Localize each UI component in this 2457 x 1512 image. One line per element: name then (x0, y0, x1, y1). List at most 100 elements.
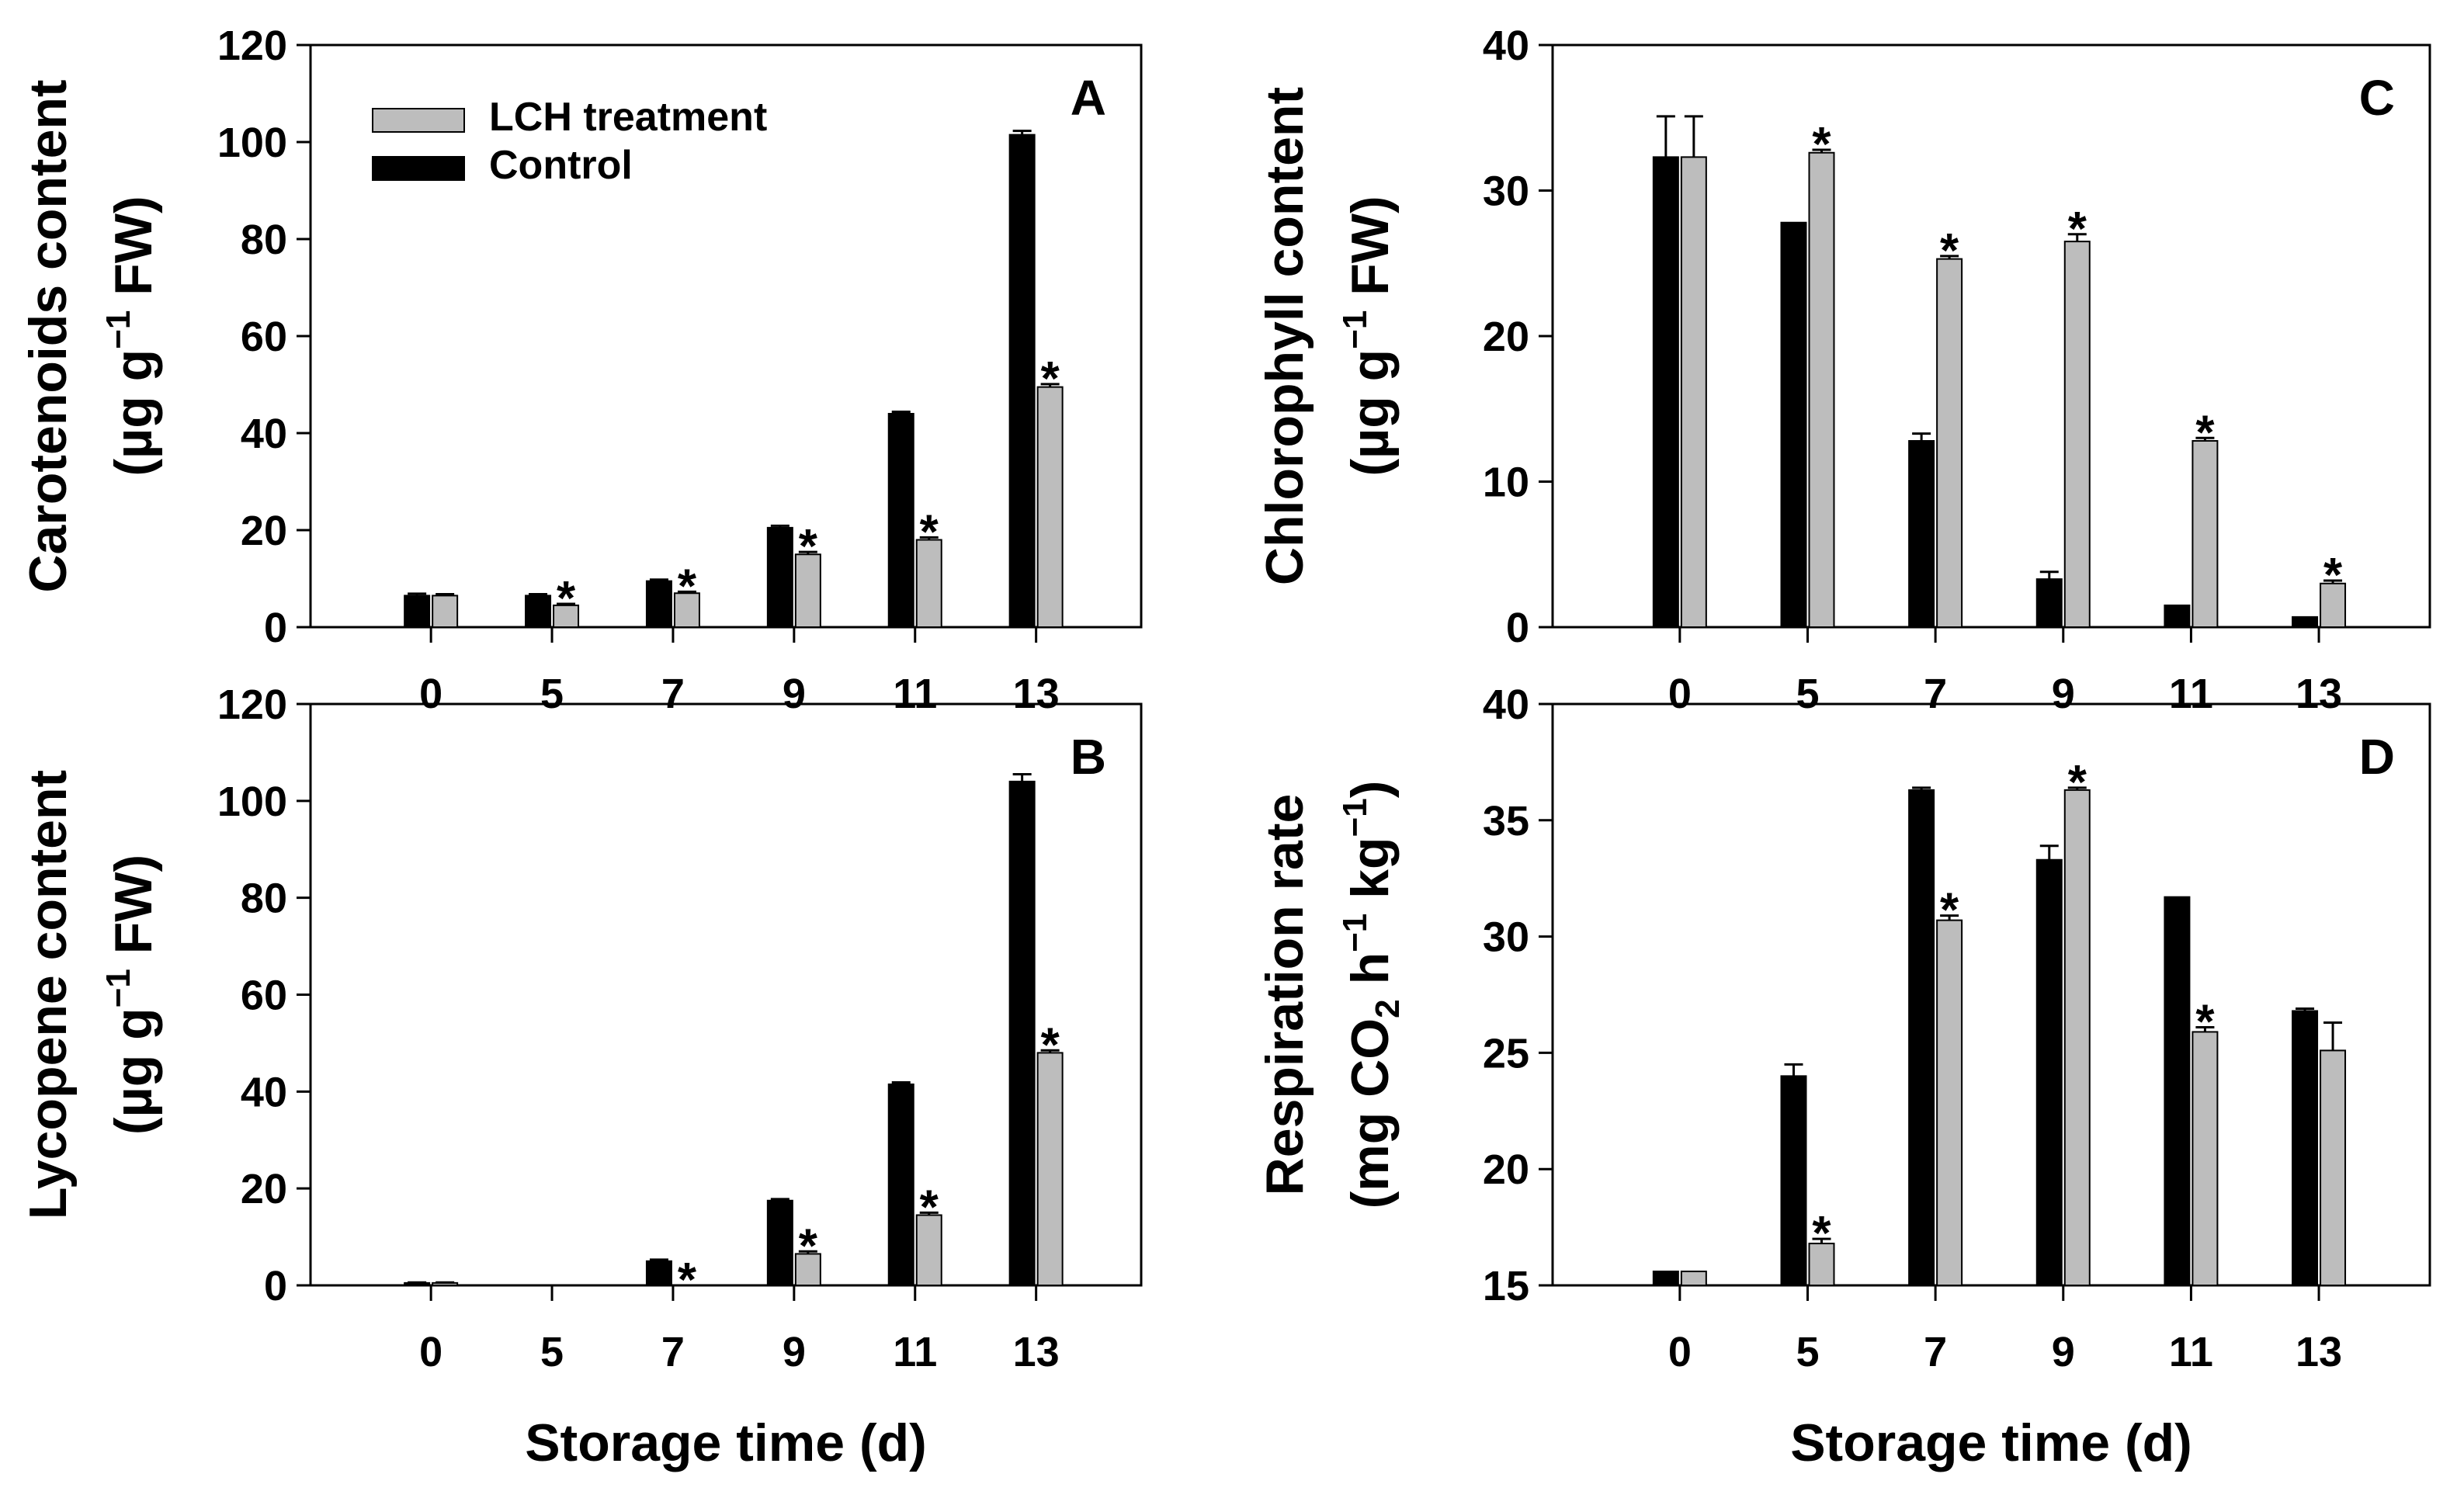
bar-control-13 (1008, 780, 1036, 1286)
y-tick-label: 60 (241, 973, 287, 1019)
significance-marker: * (557, 572, 576, 626)
bar-control-9 (766, 1199, 793, 1287)
significance-marker: * (1940, 224, 1959, 278)
y-axis-unit: (mg CO2 h−1 kg−1) (1336, 781, 1407, 1209)
bar-control-0 (404, 595, 431, 628)
y-tick-label: 20 (241, 508, 287, 554)
bar-control-5 (525, 595, 552, 628)
y-tick-label: 30 (1483, 168, 1529, 215)
bar-lch-9 (2063, 789, 2091, 1286)
y-tick-label: 0 (264, 605, 287, 651)
significance-marker: * (2195, 406, 2215, 459)
bar-control-9 (2035, 578, 2063, 628)
bar-lch-11 (2192, 440, 2219, 628)
x-tick-label: 13 (1013, 671, 1060, 717)
legend-label: LCH treatment (489, 95, 767, 140)
bar-control-11 (2164, 604, 2191, 628)
bar-lch-11 (915, 1214, 942, 1287)
x-tick-label: 13 (2296, 671, 2342, 717)
x-tick-label: 5 (540, 671, 564, 717)
y-tick-label: 100 (217, 120, 287, 166)
panel-letter: A (1071, 70, 1106, 126)
bar-lch-13 (1036, 1052, 1064, 1287)
legend-label: Control (489, 143, 633, 188)
bar-control-5 (1780, 221, 1807, 628)
panel-B: 0 20 40 60 80 100 120 0 5 7 * 9 * 11 * 13 * B Lycopene con… (19, 681, 1143, 1472)
bar-control-13 (2292, 616, 2319, 628)
significance-marker: * (1812, 1207, 1831, 1261)
significance-marker: * (920, 1181, 939, 1234)
x-tick-label: 5 (540, 1329, 564, 1375)
panel-C: 0 10 20 30 40 0 5 * 7 * 9 * 11 * 13 * C Chlorophyll conte… (1255, 23, 2431, 717)
y-tick-label: 40 (1483, 23, 1529, 69)
panel-letter: B (1071, 729, 1106, 785)
significance-marker: * (1812, 118, 1831, 172)
y-tick-label: 0 (264, 1263, 287, 1309)
bar-lch-0 (432, 595, 459, 628)
panel-letter: C (2359, 70, 2395, 126)
bar-control-7 (1908, 789, 1935, 1286)
significance-marker: * (1940, 884, 1959, 938)
y-tick-label: 40 (1483, 681, 1529, 728)
bar-lch-7 (673, 592, 700, 628)
y-tick-label: 0 (1506, 605, 1529, 651)
y-tick-label: 20 (241, 1166, 287, 1212)
bar-control-11 (887, 413, 914, 628)
y-axis-unit: (µg g−1 FW) (1336, 196, 1400, 476)
legend-swatch (372, 156, 465, 181)
x-tick-label: 13 (2296, 1329, 2342, 1375)
panel-D: 15 20 25 30 35 40 0 5 * 7 * 9 * 11 * 13 D Respiration rat… (1255, 681, 2431, 1472)
significance-marker: * (799, 520, 818, 574)
y-tick-label: 120 (217, 681, 287, 728)
bar-lch-7 (1936, 258, 1963, 628)
y-tick-label: 10 (1483, 459, 1529, 506)
bar-lch-7 (1936, 919, 1963, 1287)
x-tick-label: 11 (2169, 1329, 2213, 1375)
x-tick-label: 9 (2052, 1329, 2075, 1375)
bar-lch-11 (2192, 1031, 2219, 1287)
significance-marker: * (2068, 756, 2087, 810)
y-tick-label: 120 (217, 23, 287, 69)
x-tick-label: 0 (419, 1329, 442, 1375)
bar-control-7 (645, 580, 672, 628)
significance-marker: * (678, 560, 697, 613)
bar-control-7 (1908, 440, 1935, 628)
significance-marker: * (1041, 1018, 1060, 1072)
y-tick-label: 20 (1483, 314, 1529, 360)
x-tick-label: 9 (2052, 671, 2075, 717)
bar-control-0 (1652, 1271, 1679, 1287)
panel-A: 0 20 40 60 80 100 120 0 5 * 7 * 9 * 11 * 13 * A Carotenoids… (19, 23, 1143, 717)
x-tick-label: 9 (783, 671, 806, 717)
bar-lch-5 (1808, 1243, 1835, 1287)
y-tick-label: 100 (217, 779, 287, 825)
x-tick-label: 0 (1668, 1329, 1692, 1375)
bar-lch-13 (1036, 386, 1064, 628)
bar-control-13 (1008, 134, 1036, 628)
bar-control-11 (2164, 896, 2191, 1286)
y-axis-title: Carotenoids content (19, 79, 78, 592)
bar-lch-9 (2063, 241, 2091, 628)
x-tick-label: 13 (1013, 1329, 1060, 1375)
bar-lch-0 (1680, 156, 1707, 628)
x-tick-label: 11 (2169, 671, 2213, 717)
y-tick-label: 20 (1483, 1146, 1529, 1193)
y-axis-title: Chlorophyll content (1255, 87, 1314, 585)
bar-control-9 (766, 526, 793, 628)
plot-frame (1551, 702, 2431, 1287)
y-axis-unit: (µg g−1 FW) (99, 196, 163, 476)
significance-marker: * (1041, 352, 1060, 406)
significance-marker: * (2195, 995, 2215, 1049)
bar-control-5 (1780, 1075, 1807, 1286)
y-axis-unit: (µg g−1 FW) (99, 855, 163, 1135)
bar-lch-5 (1808, 151, 1835, 628)
y-axis-title: Respiration rate (1255, 794, 1314, 1196)
x-tick-label: 11 (893, 1329, 937, 1375)
x-tick-label: 11 (893, 671, 937, 717)
x-axis-title: Storage time (d) (525, 1413, 927, 1472)
y-tick-label: 15 (1483, 1263, 1529, 1309)
y-tick-label: 80 (241, 876, 287, 922)
bar-control-7 (645, 1260, 672, 1286)
bar-lch-13 (2320, 1049, 2347, 1287)
